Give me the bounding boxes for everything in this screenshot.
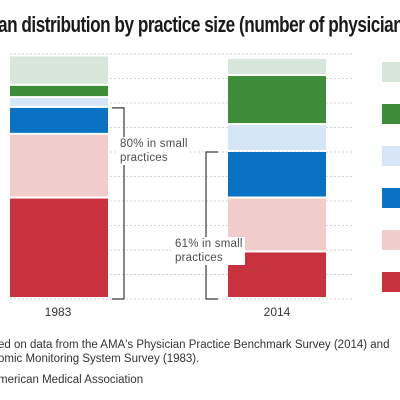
source-line-1: ed on data from the AMA's Physician Prac…: [0, 339, 390, 351]
legend-swatch-3: [382, 146, 400, 166]
legend-swatch-6: [382, 272, 400, 292]
bar-segment-1983-5: [10, 85, 108, 97]
annotation-1983: 80% in small practices: [118, 137, 190, 165]
legend-swatch-1: [382, 62, 400, 82]
annotation-2014-line2: practices: [175, 252, 223, 264]
legend-swatch-2: [382, 104, 400, 124]
bar-segment-2014-3: [228, 152, 326, 197]
legend-swatch-4: [382, 188, 400, 208]
category-label-1983: 1983: [44, 305, 72, 319]
annotation-2014: 61% in small practices: [173, 237, 245, 265]
source-line-3: merican Medical Association: [0, 374, 144, 386]
bar-segment-1983-4: [10, 98, 108, 106]
bar-segment-1983-3: [10, 107, 108, 133]
source-line-2: omic Monitoring System Survey (1983).: [0, 353, 200, 365]
category-label-2014: 2014: [263, 305, 291, 319]
bracket-1983: [112, 107, 125, 300]
chart-title: an distribution by practice size (number…: [0, 12, 400, 37]
bar-segment-2014-6: [228, 58, 326, 75]
bar-segment-1983-1: [10, 198, 108, 297]
bar-segment-2014-4: [228, 125, 326, 150]
bar-segment-1983-2: [10, 134, 108, 197]
annotation-2014-line1: 61% in small: [175, 238, 243, 250]
bar-segment-1983-6: [10, 56, 108, 84]
legend-swatch-5: [382, 230, 400, 250]
annotation-1983-line1: 80% in small: [120, 138, 188, 150]
bracket-2014: [205, 151, 218, 300]
bar-segment-2014-5: [228, 76, 326, 124]
annotation-1983-line2: practices: [120, 152, 168, 164]
